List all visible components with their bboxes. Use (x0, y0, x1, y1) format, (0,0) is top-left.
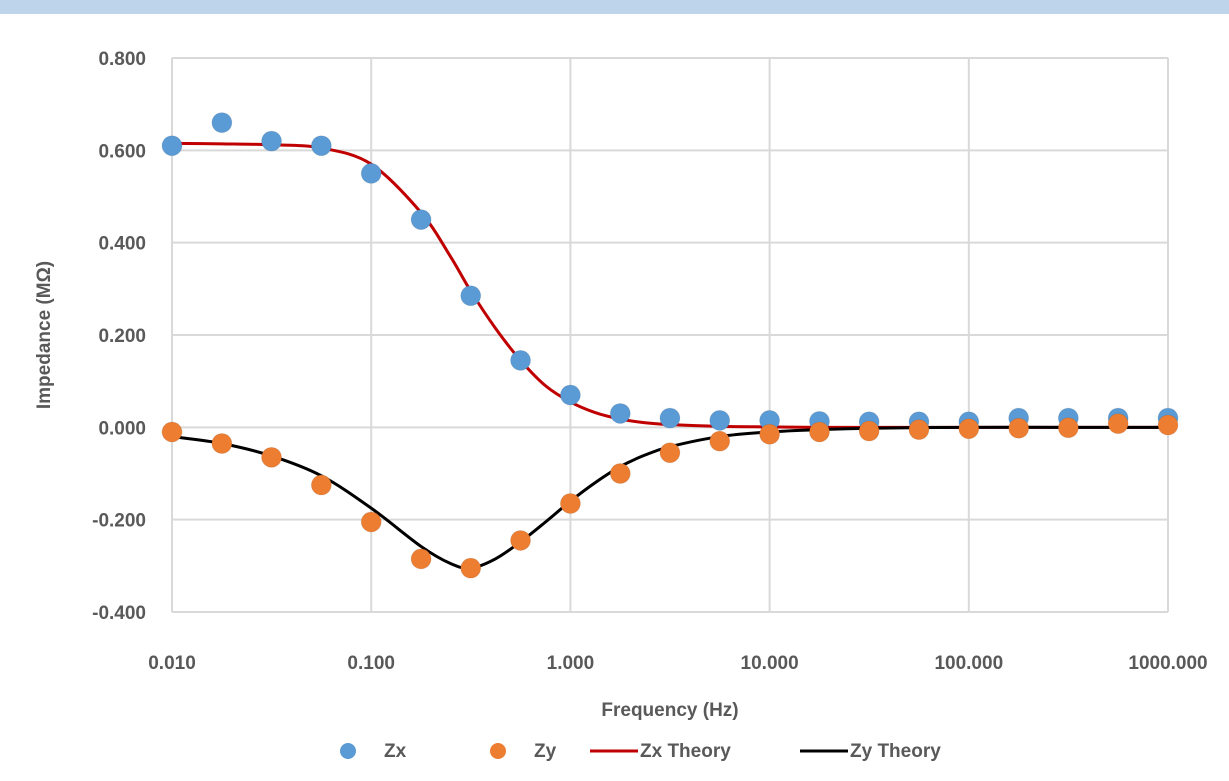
data-markers (161, 112, 1179, 579)
x-tick-label: 1000.000 (1128, 653, 1207, 674)
zy-point (510, 529, 532, 551)
zy-point (958, 418, 980, 440)
y-tick-labels: 0.800 0.600 0.400 0.200 0.000 -0.200 -0.400 (92, 49, 146, 624)
x-tick-label: 0.010 (148, 653, 196, 674)
zy-point (460, 557, 482, 579)
x-axis-title: Frequency (Hz) (601, 700, 738, 721)
zx-point (559, 384, 581, 406)
zy-point (759, 423, 781, 445)
x-tick-label: 10.000 (741, 653, 799, 674)
zx-point (261, 130, 283, 152)
x-tick-label: 0.100 (347, 653, 395, 674)
y-tick-label: 0.200 (98, 326, 146, 347)
legend-zy-theory-label: Zy Theory (850, 741, 941, 762)
x-tick-label: 100.000 (934, 653, 1003, 674)
zy-point (858, 420, 880, 442)
y-axis-title: Impedance (MΩ) (34, 261, 55, 409)
zx-point (161, 135, 183, 157)
y-tick-label: 0.800 (98, 49, 146, 70)
zx-point (510, 349, 532, 371)
zy-point (410, 548, 432, 570)
legend-zx-label: Zx (384, 741, 407, 762)
theory-lines (171, 141, 1168, 570)
zy-point (559, 493, 581, 515)
gridlines (171, 57, 1169, 613)
zy-point (1057, 417, 1079, 439)
zy-point (310, 474, 332, 496)
zx-point (211, 112, 233, 134)
x-tick-labels: 0.010 0.100 1.000 10.000 100.000 1000.000 (148, 653, 1207, 674)
zy-point (1157, 414, 1179, 436)
zx-point (410, 209, 432, 231)
legend-zx-marker (340, 743, 356, 759)
zy-point (360, 511, 382, 533)
y-tick-label: 0.400 (98, 234, 146, 255)
zy-point (211, 432, 233, 454)
y-tick-label: 0.000 (98, 418, 146, 439)
zy-point (1107, 413, 1129, 435)
legend-zy-label: Zy (534, 741, 557, 762)
zy-point (908, 419, 930, 441)
legend-zx-theory-label: Zx Theory (640, 741, 731, 762)
legend-zy-marker (490, 743, 506, 759)
y-tick-label: -0.200 (92, 511, 146, 532)
zx-point (460, 285, 482, 307)
zy-point (808, 421, 830, 443)
zx-point (310, 135, 332, 157)
zx-theory-line (171, 141, 1168, 429)
zx-point (659, 407, 681, 429)
top-band (0, 0, 1229, 14)
zy-point (1008, 417, 1030, 439)
zx-point (609, 402, 631, 424)
y-tick-label: 0.600 (98, 141, 146, 162)
zy-point (161, 421, 183, 443)
zy-point (609, 463, 631, 484)
zx-point (360, 162, 382, 184)
zy-point (709, 430, 731, 452)
zx-point (709, 409, 731, 431)
y-tick-label: -0.400 (92, 603, 146, 624)
zy-point (659, 442, 681, 464)
zy-point (261, 446, 283, 468)
x-tick-label: 1.000 (547, 653, 595, 674)
legend: Zx Zy Zx Theory Zy Theory (340, 741, 941, 762)
